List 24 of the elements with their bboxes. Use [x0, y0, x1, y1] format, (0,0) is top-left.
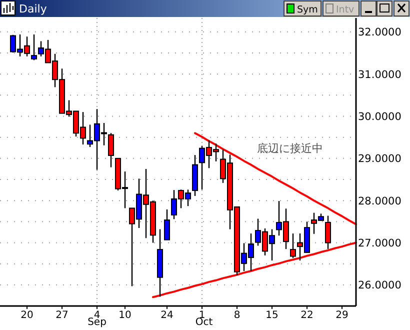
- x-tick-label: 8: [234, 310, 240, 321]
- candlestick: [164, 208, 170, 240]
- candlestick: [31, 34, 38, 61]
- text: Sep: [88, 317, 106, 328]
- x-tick-label: 29: [336, 310, 348, 321]
- x-tick-label: 22: [300, 310, 314, 321]
- y-tick-label: 29.0000: [358, 153, 402, 166]
- annotation: 底辺に接近中: [257, 142, 323, 155]
- checkbox-button: Intv: [322, 0, 360, 16]
- checkbox-button: Sym: [284, 0, 322, 16]
- x-tick-label: 10: [118, 310, 132, 321]
- x-tick-label: 27: [56, 310, 68, 321]
- y-tick-label: 30.0000: [358, 110, 402, 123]
- y-tick-label: 26.0000: [358, 280, 402, 292]
- candlestick: [108, 132, 114, 168]
- line-series: [194, 132, 357, 226]
- y-tick-label: 31.0000: [358, 68, 402, 81]
- y-tick-label: 28.0000: [358, 195, 402, 208]
- y-tick-label: 27.0000: [358, 237, 402, 250]
- chart-title: Daily: [19, 2, 48, 16]
- x-tick-label: 20: [20, 310, 34, 321]
- y-tick-label: 32.0000: [358, 26, 402, 39]
- x-tick-label: 24: [160, 310, 174, 321]
- x-tick-label: 15: [266, 310, 278, 321]
